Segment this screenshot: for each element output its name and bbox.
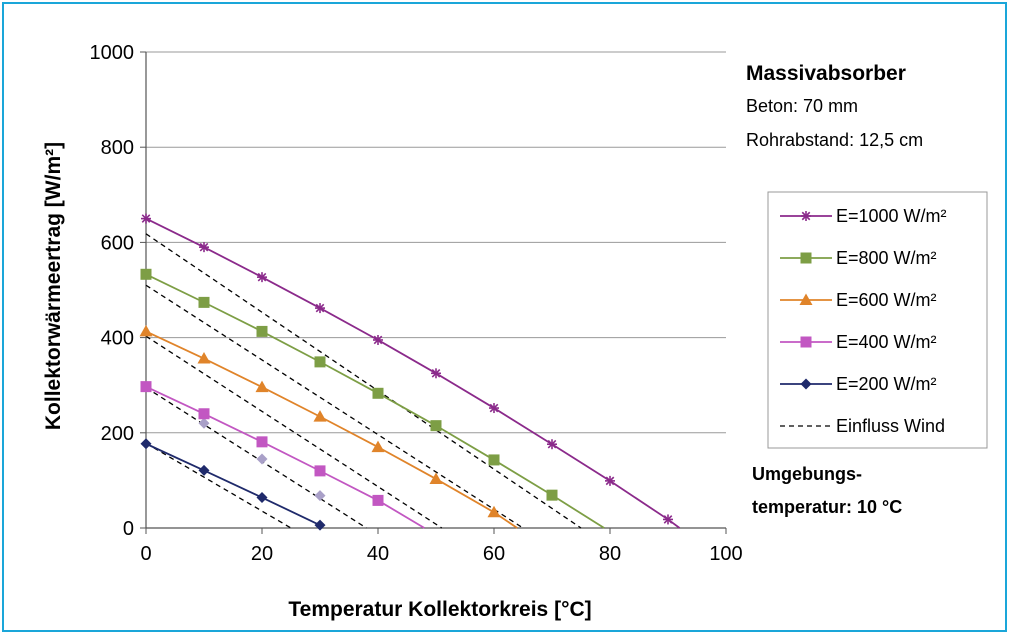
data-point bbox=[257, 272, 267, 283]
x-tick-label: 80 bbox=[599, 543, 621, 565]
data-point bbox=[140, 268, 152, 280]
data-point bbox=[546, 489, 558, 501]
data-point bbox=[314, 356, 326, 368]
data-point bbox=[489, 403, 499, 414]
data-point bbox=[373, 334, 383, 345]
wind-line bbox=[145, 442, 292, 529]
axes bbox=[140, 51, 727, 534]
wind-lines bbox=[145, 233, 582, 529]
y-tick-label: 600 bbox=[101, 232, 134, 254]
y-tick-label: 0 bbox=[123, 518, 134, 540]
legend-marker bbox=[799, 293, 813, 305]
data-point bbox=[315, 303, 325, 314]
data-point bbox=[605, 475, 615, 486]
legend-label: E=1000 W/m² bbox=[836, 206, 947, 226]
wind-point bbox=[198, 417, 210, 429]
data-point bbox=[256, 325, 268, 337]
legend-box bbox=[767, 191, 988, 449]
x-axis-title: Temperatur Kollektorkreis [°C] bbox=[288, 598, 591, 621]
series-line bbox=[145, 330, 518, 529]
data-point bbox=[487, 505, 501, 518]
wind-point bbox=[256, 453, 268, 465]
annotation-title: Massivabsorber bbox=[746, 62, 906, 85]
wind-line bbox=[145, 284, 524, 529]
annotation-line-1: Beton: 70 mm bbox=[746, 96, 858, 116]
x-tick-label: 0 bbox=[140, 543, 151, 565]
data-point bbox=[199, 242, 209, 253]
data-point bbox=[431, 368, 441, 379]
data-point bbox=[198, 408, 210, 420]
data-point bbox=[141, 213, 151, 224]
data-point bbox=[663, 514, 673, 525]
legend-label: E=400 W/m² bbox=[836, 332, 937, 352]
data-point bbox=[140, 381, 152, 393]
data-point bbox=[255, 380, 269, 393]
y-tick-label: 800 bbox=[101, 137, 134, 159]
data-point bbox=[313, 410, 327, 422]
y-axis-title: Kollektorwärmeertrag [W/m²] bbox=[42, 142, 65, 430]
legend-label: Einfluss Wind bbox=[836, 416, 945, 436]
data-point bbox=[314, 465, 326, 477]
data-point bbox=[547, 439, 557, 450]
data-point bbox=[488, 454, 500, 466]
legend-marker bbox=[801, 211, 811, 221]
tick-labels: 0 200 400 600 800 1000 0 20 40 60 80 100 bbox=[90, 42, 743, 565]
wind-line bbox=[145, 335, 443, 529]
x-tick-label: 100 bbox=[709, 543, 742, 565]
data-point bbox=[430, 420, 442, 432]
annotation-line-2: Rohrabstand: 12,5 cm bbox=[746, 130, 923, 150]
y-tick-label: 400 bbox=[101, 328, 134, 350]
y-tick-label: 200 bbox=[101, 423, 134, 445]
legend-label: E=800 W/m² bbox=[836, 248, 937, 268]
data-point bbox=[256, 492, 268, 504]
data-point bbox=[372, 494, 384, 506]
series-line bbox=[145, 442, 321, 526]
data-point bbox=[256, 436, 268, 448]
data-point bbox=[197, 352, 211, 364]
data-point bbox=[198, 296, 210, 308]
data-point bbox=[372, 387, 384, 399]
x-tick-label: 60 bbox=[483, 543, 505, 565]
data-point bbox=[139, 324, 153, 337]
legend: E=1000 W/m² E=800 W/m² E=600 W/m² E=400 W/m… bbox=[767, 191, 988, 449]
data-point bbox=[429, 472, 443, 484]
wind-line bbox=[145, 387, 367, 529]
data-point bbox=[140, 438, 152, 450]
wind-point bbox=[314, 490, 326, 502]
legend-label: E=600 W/m² bbox=[836, 290, 937, 310]
data-point bbox=[371, 440, 385, 453]
y-tick-label: 1000 bbox=[90, 42, 135, 64]
legend-marker bbox=[800, 378, 812, 390]
series-lines bbox=[139, 213, 681, 531]
wind-line bbox=[145, 233, 582, 529]
series-line bbox=[145, 273, 605, 529]
x-tick-label: 40 bbox=[367, 543, 389, 565]
x-tick-label: 20 bbox=[251, 543, 273, 565]
data-point bbox=[198, 464, 210, 476]
legend-marker bbox=[800, 252, 812, 264]
legend-label: E=200 W/m² bbox=[836, 374, 937, 394]
note-line-1: Umgebungs- bbox=[752, 464, 862, 484]
legend-marker bbox=[800, 336, 812, 348]
data-point bbox=[314, 519, 326, 531]
series-line bbox=[145, 385, 425, 529]
note-line-2: temperatur: 10 °C bbox=[752, 497, 902, 517]
